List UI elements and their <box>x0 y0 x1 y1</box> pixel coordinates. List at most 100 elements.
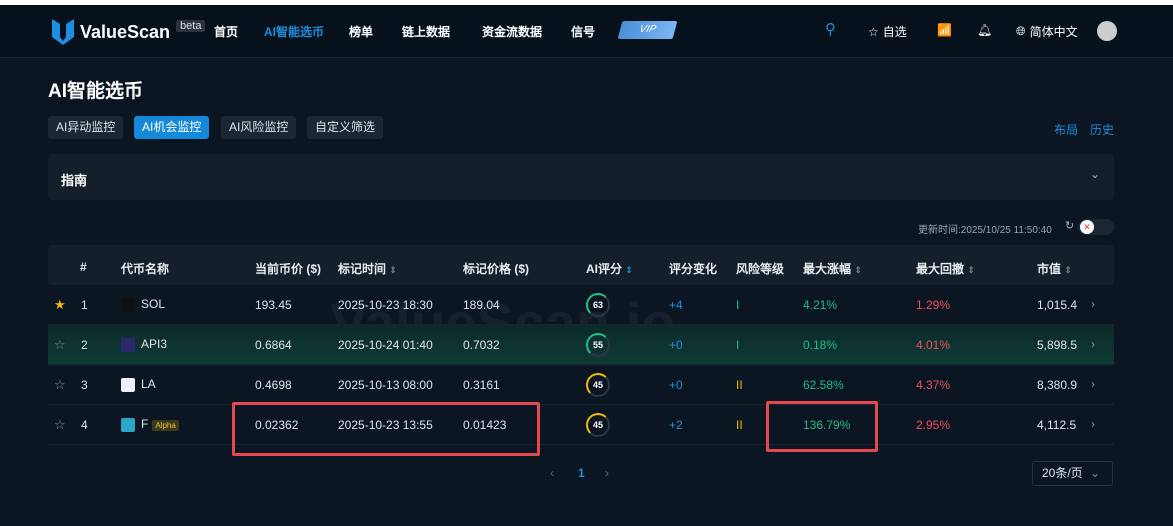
guide-panel[interactable]: 指南 ⌄ <box>48 154 1114 200</box>
bell-icon[interactable]: 🔔︎ <box>977 23 993 37</box>
col-label: 市值 <box>1037 262 1062 276</box>
refresh-icon[interactable]: ↻ <box>1065 220 1075 232</box>
ai-score-ring: 45 <box>586 413 610 437</box>
chevron-right-icon[interactable]: › <box>1091 377 1095 391</box>
table-row[interactable] <box>48 365 1114 405</box>
tab-opportunity[interactable]: AI机会监控 <box>134 116 210 139</box>
max-gain: 0.18% <box>803 338 838 352</box>
col-market-cap[interactable]: 市值 ⇕ <box>1037 260 1072 277</box>
beta-badge: beta <box>176 20 206 32</box>
chevron-right-icon[interactable]: › <box>1091 417 1095 431</box>
ai-score-ring: 45 <box>586 373 610 397</box>
page-size-select[interactable]: 20条/页 ⌄ <box>1032 461 1113 486</box>
col-mark-time[interactable]: 标记时间 ⇕ <box>338 260 397 277</box>
chevron-down-icon[interactable]: ⌄ <box>1089 167 1100 181</box>
update-time: 更新时间:2025/10/25 11:50:40 <box>918 225 1052 236</box>
highlight-box-prices <box>232 402 540 456</box>
max-drawdown: 4.01% <box>916 338 951 352</box>
col-score-change: 评分变化 <box>669 262 718 276</box>
language-label: 简体中文 <box>1029 25 1078 39</box>
sort-icon: ⇕ <box>967 265 975 275</box>
mark-price: 189.04 <box>463 298 500 312</box>
mark-price: 0.01423 <box>463 418 507 432</box>
col-max-drawdown[interactable]: 最大回撤 ⇕ <box>916 260 975 277</box>
globe-icon: 🌐︎ <box>1016 24 1026 38</box>
toggle-switch[interactable]: ✕ <box>1078 219 1114 235</box>
favorite-star-icon[interactable]: ☆ <box>54 417 66 432</box>
watchlist-label: 自选 <box>882 25 907 39</box>
history-link[interactable]: 历史 <box>1090 123 1115 137</box>
col-price: 当前币价 ($) <box>255 262 322 276</box>
table-row[interactable] <box>48 405 1114 445</box>
search-icon[interactable]: ⚲ <box>825 21 836 38</box>
page-1-button[interactable]: 1 <box>578 466 585 480</box>
nav-rankings[interactable]: 榜单 <box>349 25 374 39</box>
col-rank: # <box>80 260 87 274</box>
col-risk: 风险等级 <box>736 262 785 276</box>
next-page-button[interactable]: › <box>605 466 609 480</box>
token-logo-icon <box>121 297 135 312</box>
table-row[interactable] <box>48 325 1114 365</box>
sort-icon: ⇕ <box>854 265 862 275</box>
prev-page-button[interactable]: ‹ <box>550 466 554 480</box>
max-gain: 4.21% <box>803 298 838 312</box>
mark-time: 2025-10-23 18:30 <box>338 298 433 312</box>
token[interactable]: API3 <box>121 337 167 352</box>
ai-score-ring: 55 <box>586 333 610 357</box>
avatar[interactable] <box>1097 21 1117 41</box>
mark-price: 0.3161 <box>463 378 500 392</box>
ai-score-ring: 63 <box>586 293 610 317</box>
token[interactable]: F Alpha <box>121 417 179 432</box>
nav-fund-flow[interactable]: 资金流数据 <box>482 25 543 39</box>
risk-level: II <box>736 418 743 432</box>
nav-signals[interactable]: 信号 <box>571 25 596 39</box>
tab-anomaly[interactable]: AI异动监控 <box>48 116 124 139</box>
chart-icon[interactable]: 📶 <box>937 23 952 37</box>
nav-ai-picks[interactable]: AI智能选币 <box>264 25 325 39</box>
chevron-right-icon[interactable]: › <box>1091 337 1095 351</box>
col-mark-price: 标记价格 ($) <box>463 262 530 276</box>
chevron-right-icon[interactable]: › <box>1091 297 1095 311</box>
layout-link[interactable]: 布局 <box>1054 123 1079 137</box>
token-symbol: F <box>141 417 149 431</box>
risk-level: II <box>736 378 743 392</box>
col-label: 最大涨幅 <box>803 262 852 276</box>
vip-badge[interactable]: VIP <box>617 21 678 39</box>
risk-level: I <box>736 298 740 312</box>
market-cap: 1,015.4 <box>1037 298 1077 312</box>
score-change: +0 <box>669 378 683 392</box>
token[interactable]: SOL <box>121 297 165 312</box>
risk-level: I <box>736 338 740 352</box>
rank: 4 <box>81 418 88 432</box>
rank: 1 <box>81 298 88 312</box>
tab-custom[interactable]: 自定义筛选 <box>307 116 384 139</box>
sort-icon: ⇕ <box>389 265 397 275</box>
nav-home[interactable]: 首页 <box>214 25 239 39</box>
market-cap: 4,112.5 <box>1037 418 1077 432</box>
token-symbol: LA <box>141 377 156 391</box>
tab-risk[interactable]: AI风险监控 <box>221 116 297 139</box>
max-gain: 136.79% <box>803 418 851 432</box>
token-logo-icon <box>121 377 135 392</box>
favorite-star-icon[interactable]: ☆ <box>54 337 66 352</box>
col-ai-score[interactable]: AI评分 ⇕ <box>586 260 633 277</box>
language-button[interactable]: 🌐︎ 简体中文 <box>1016 23 1078 40</box>
nav-onchain[interactable]: 链上数据 <box>402 25 451 39</box>
market-cap: 8,380.9 <box>1037 378 1077 392</box>
favorite-star-icon[interactable]: ★ <box>54 297 66 312</box>
current-price: 0.6864 <box>255 338 292 352</box>
logo[interactable]: ValueScan beta <box>52 19 206 45</box>
favorite-star-icon[interactable]: ☆ <box>54 377 66 392</box>
col-label: AI评分 <box>586 262 623 276</box>
table-row[interactable] <box>48 285 1114 325</box>
sort-icon: ⇕ <box>1064 265 1072 275</box>
mark-price: 0.7032 <box>463 338 500 352</box>
mark-time: 2025-10-13 08:00 <box>338 378 433 392</box>
watchlist-button[interactable]: ☆ 自选 <box>868 23 907 40</box>
current-price: 193.45 <box>255 298 292 312</box>
top-strip <box>0 0 1173 5</box>
col-max-gain[interactable]: 最大涨幅 ⇕ <box>803 260 862 277</box>
token[interactable]: LA <box>121 377 156 392</box>
table-header <box>48 245 1114 285</box>
score-change: +0 <box>669 338 683 352</box>
